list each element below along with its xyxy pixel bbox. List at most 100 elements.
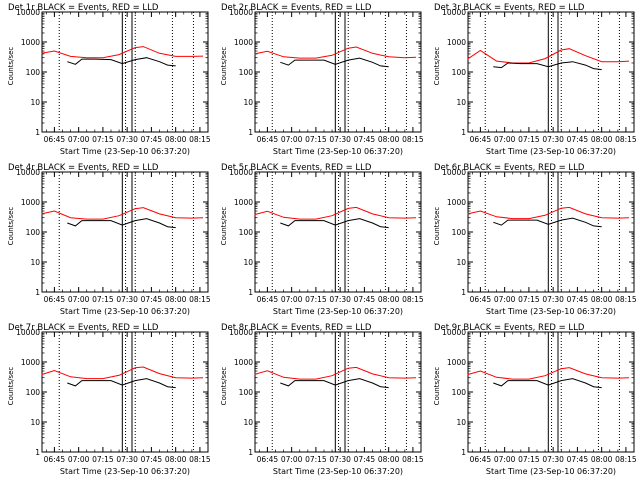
events-series-line xyxy=(280,218,389,229)
y-tick-label: 1000 xyxy=(21,38,40,47)
x-tick-label: 07:30 xyxy=(116,135,138,144)
x-tick-label: 06:45 xyxy=(470,295,492,304)
x-tick-label: 07:15 xyxy=(305,455,327,464)
x-tick-label: 06:45 xyxy=(44,455,66,464)
x-tick-label: 07:15 xyxy=(518,455,540,464)
y-tick-label: 1000 xyxy=(234,38,253,47)
events-series-line xyxy=(280,57,389,68)
x-tick-label: 07:00 xyxy=(494,455,516,464)
chart-title: Det 2r BLACK = Events, RED = LLD xyxy=(221,3,372,13)
chart-title: Det 6r BLACK = Events, RED = LLD xyxy=(434,163,585,173)
x-tick-label: 08:00 xyxy=(165,455,187,464)
y-tick-label: 100 xyxy=(26,68,41,77)
events-series-line xyxy=(67,218,176,229)
plot-frame xyxy=(467,11,635,133)
x-tick-label: 07:45 xyxy=(354,295,376,304)
x-tick-label: 08:15 xyxy=(189,135,211,144)
chart-panel: Det 9r BLACK = Events, RED = LLD Counts/s… xyxy=(426,320,639,480)
chart-title: Det 1r BLACK = Events, RED = LLD xyxy=(8,3,159,13)
y-tick-label: 10 xyxy=(30,258,40,267)
lld-series-line xyxy=(41,207,204,220)
plot-frame xyxy=(254,171,422,293)
x-tick-label: 07:00 xyxy=(494,295,516,304)
x-tick-label: 06:45 xyxy=(44,135,66,144)
y-tick-label: 1000 xyxy=(447,358,466,367)
chart-title: Det 4r BLACK = Events, RED = LLD xyxy=(8,163,159,173)
x-tick-label: 08:15 xyxy=(402,135,424,144)
chart-title: Det 9r BLACK = Events, RED = LLD xyxy=(434,323,585,333)
x-tick-label: 07:00 xyxy=(494,135,516,144)
y-tick-label: 10 xyxy=(30,418,40,427)
events-series-line xyxy=(67,378,176,389)
x-tick-label: 07:45 xyxy=(141,295,163,304)
y-tick-label: 10 xyxy=(243,98,253,107)
x-axis-label: Start Time (23-Sep-10 06:37:20) xyxy=(59,307,191,316)
y-tick-label: 1 xyxy=(35,128,40,137)
y-tick-label: 10000 xyxy=(16,168,40,177)
lld-series-line xyxy=(467,48,630,64)
x-tick-label: 08:15 xyxy=(189,455,211,464)
x-tick-label: 08:15 xyxy=(402,295,424,304)
lld-series-line xyxy=(254,206,417,220)
x-tick-label: 07:00 xyxy=(68,135,90,144)
events-series-line xyxy=(493,378,602,389)
y-tick-label: 10 xyxy=(456,98,466,107)
y-tick-label: 10000 xyxy=(229,168,253,177)
plot-frame xyxy=(41,11,209,133)
events-series-line xyxy=(67,57,176,67)
x-axis-label: Start Time (23-Sep-10 06:37:20) xyxy=(485,467,617,476)
x-tick-label: 07:15 xyxy=(92,295,114,304)
y-tick-label: 100 xyxy=(452,68,467,77)
y-tick-label: 100 xyxy=(452,228,467,237)
x-tick-label: 07:15 xyxy=(92,455,114,464)
y-tick-label: 1 xyxy=(461,128,466,137)
y-tick-label: 1 xyxy=(461,448,466,457)
x-tick-label: 07:00 xyxy=(281,135,303,144)
chart-panel: Det 1r BLACK = Events, RED = LLD Counts/s… xyxy=(0,0,213,160)
lld-series-line xyxy=(467,367,630,380)
y-tick-label: 1000 xyxy=(234,198,253,207)
x-tick-label: 06:45 xyxy=(44,295,66,304)
chart-svg: 1 10 100 1000 10000 06:45 07:00 07:15 07:30 07:45… xyxy=(16,328,211,464)
x-tick-label: 08:00 xyxy=(378,295,400,304)
x-tick-label: 08:15 xyxy=(189,295,211,304)
x-tick-label: 07:00 xyxy=(281,455,303,464)
x-tick-label: 07:15 xyxy=(92,135,114,144)
x-tick-label: 08:00 xyxy=(165,135,187,144)
chart-title: Det 8r BLACK = Events, RED = LLD xyxy=(221,323,372,333)
y-tick-label: 1 xyxy=(248,448,253,457)
x-tick-label: 07:30 xyxy=(116,295,138,304)
chart-svg: 1 10 100 1000 10000 06:45 07:00 07:15 07:30 07:45… xyxy=(442,328,637,464)
y-tick-label: 10000 xyxy=(442,8,466,17)
y-tick-label: 1000 xyxy=(21,198,40,207)
y-tick-label: 100 xyxy=(26,228,41,237)
chart-title: Det 5r BLACK = Events, RED = LLD xyxy=(221,163,372,173)
x-tick-label: 06:45 xyxy=(257,455,279,464)
y-tick-label: 10 xyxy=(456,258,466,267)
lld-series-line xyxy=(254,46,417,59)
lld-series-line xyxy=(254,366,417,380)
x-tick-label: 06:45 xyxy=(470,455,492,464)
x-tick-label: 07:30 xyxy=(329,295,351,304)
x-tick-label: 08:15 xyxy=(615,455,637,464)
x-axis-label: Start Time (23-Sep-10 06:37:20) xyxy=(485,147,617,156)
plot-frame xyxy=(254,331,422,453)
plot-frame xyxy=(41,331,209,453)
y-tick-label: 100 xyxy=(26,388,41,397)
x-tick-label: 07:00 xyxy=(68,455,90,464)
chart-panel: Det 4r BLACK = Events, RED = LLD Counts/s… xyxy=(0,160,213,320)
x-tick-label: 07:45 xyxy=(141,455,163,464)
x-tick-label: 07:30 xyxy=(116,455,138,464)
chart-panel: Det 3r BLACK = Events, RED = LLD Counts/s… xyxy=(426,0,639,160)
x-tick-label: 07:45 xyxy=(567,295,589,304)
x-axis-label: Start Time (23-Sep-10 06:37:20) xyxy=(272,467,404,476)
y-tick-label: 10000 xyxy=(229,328,253,337)
plot-frame xyxy=(41,171,209,293)
x-tick-label: 06:45 xyxy=(470,135,492,144)
x-tick-label: 08:00 xyxy=(378,135,400,144)
y-tick-label: 10 xyxy=(243,258,253,267)
x-axis-label: Start Time (23-Sep-10 06:37:20) xyxy=(59,147,191,156)
chart-panel: Det 6r BLACK = Events, RED = LLD Counts/s… xyxy=(426,160,639,320)
y-tick-label: 10 xyxy=(456,418,466,427)
